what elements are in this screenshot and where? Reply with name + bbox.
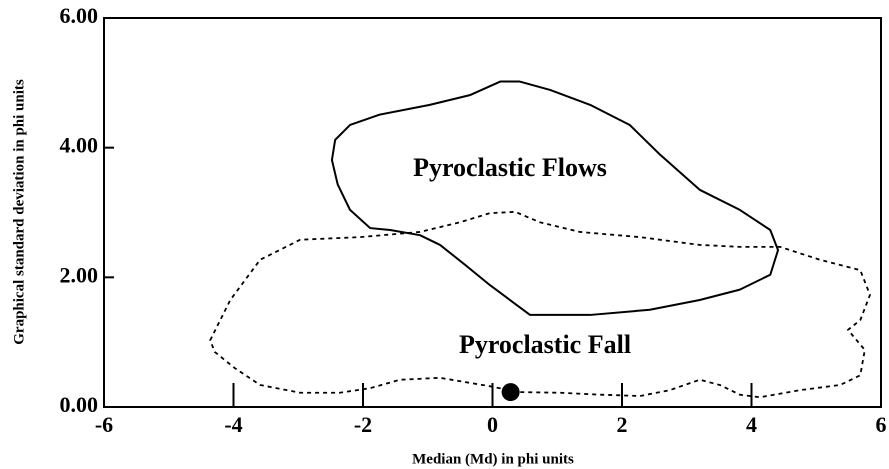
region-outline (330, 80, 780, 316)
y-tick-label: 6.00 (60, 3, 99, 28)
y-tick-label: 2.00 (60, 262, 99, 287)
x-tick-label: -2 (354, 412, 372, 437)
y-axis-label: Graphical standard deviation in phi unit… (11, 79, 27, 345)
point (501, 383, 520, 402)
x-axis-label: Median (Md) in phi units (412, 451, 574, 467)
x-tick-label: -4 (224, 412, 242, 437)
region-label: Pyroclastic Fall (459, 330, 631, 359)
region-label: Pyroclastic Flows (413, 153, 607, 182)
y-tick-label: 4.00 (60, 133, 99, 158)
x-tick-label: 0 (487, 412, 498, 437)
x-tick-label: 6 (876, 412, 887, 437)
x-tick-label: 4 (746, 412, 757, 437)
region-outline (209, 210, 871, 399)
x-tick-label: -6 (95, 412, 113, 437)
x-tick-label: 2 (617, 412, 628, 437)
y-tick-label: 0.00 (60, 392, 99, 417)
